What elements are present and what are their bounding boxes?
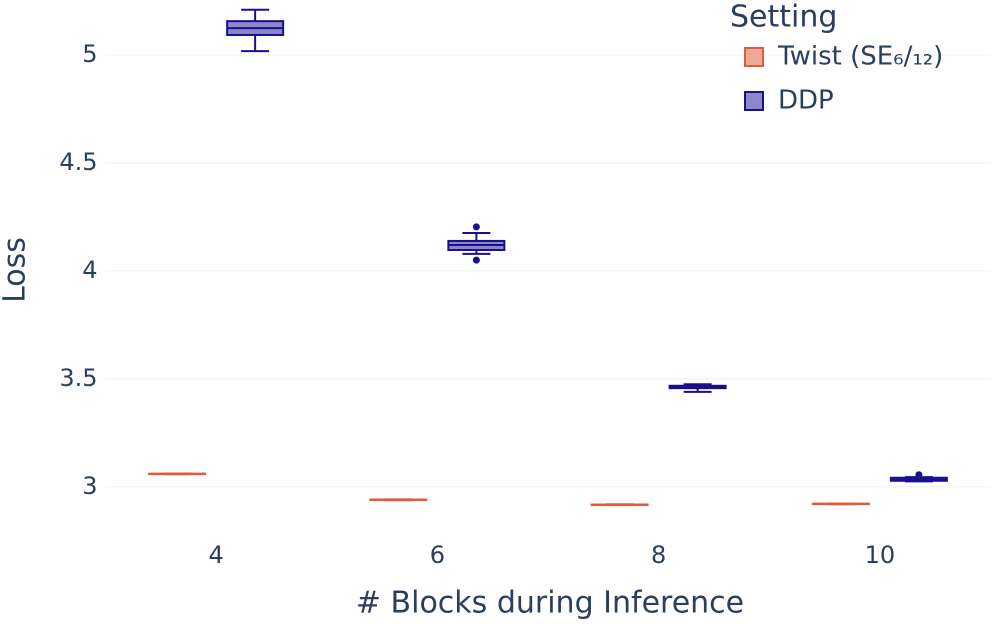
outlier xyxy=(472,256,480,264)
outlier xyxy=(472,223,480,231)
legend-label: Twist (SE₆/₁₂) xyxy=(777,42,943,72)
x-tick-label: 4 xyxy=(208,541,223,569)
y-tick-label: 3.5 xyxy=(59,364,97,392)
x-tick-label: 10 xyxy=(865,541,896,569)
legend-title: Setting xyxy=(730,0,837,35)
x-axis-title: # Blocks during Inference xyxy=(356,586,744,621)
x-tick-label: 8 xyxy=(651,541,666,569)
y-tick-label: 5 xyxy=(82,40,97,68)
y-tick-label: 3 xyxy=(82,472,97,500)
x-tick-label: 6 xyxy=(430,541,445,569)
legend-swatch xyxy=(744,47,764,67)
y-axis-title: Loss xyxy=(0,237,33,303)
legend-swatch xyxy=(744,91,764,111)
y-tick-label: 4.5 xyxy=(59,148,97,176)
outlier xyxy=(915,471,923,479)
legend-label: DDP xyxy=(778,86,834,116)
y-tick-label: 4 xyxy=(82,256,97,284)
